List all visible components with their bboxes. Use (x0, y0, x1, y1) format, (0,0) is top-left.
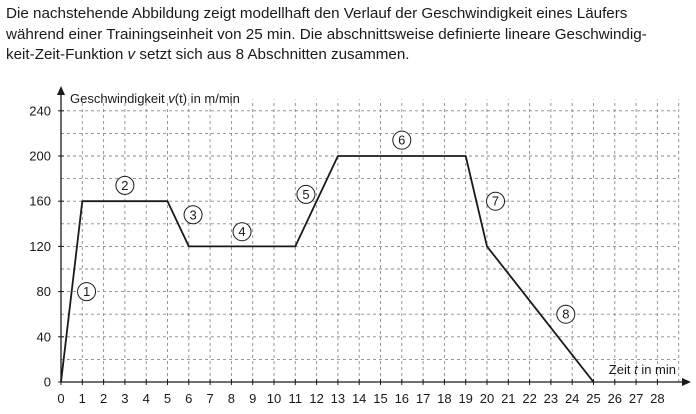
segment-label-4: 4 (232, 222, 252, 242)
y-tick-label: 40 (37, 329, 51, 344)
y-tick-label: 200 (29, 149, 51, 164)
x-tick-label: 15 (373, 391, 387, 406)
x-tick-label: 26 (608, 391, 622, 406)
intro-line-2: während einer Trainingseinheit von 25 mi… (6, 25, 647, 43)
segment-label-6: 6 (392, 130, 412, 150)
x-tick-label: 2 (100, 391, 107, 406)
x-tick-label: 0 (57, 391, 64, 406)
y-axis-label: Geschwindigkeit v(t) in m/min (70, 91, 240, 106)
x-axis-label: Zeit t in min (609, 362, 676, 377)
segment-label-circle (115, 175, 135, 195)
tick-labels: 0 1 2 3 4 5 6 7 8 9 10 11 12 13 14 15 16 17 18 19 20 21 22 23 24… (29, 103, 664, 406)
segment-label-number: 5 (302, 187, 309, 202)
grid (61, 99, 680, 382)
segment-label-1: 1 (77, 282, 97, 302)
x-tick-label: 13 (331, 391, 345, 406)
y-tick-label: 0 (44, 375, 51, 390)
x-tick-label: 16 (395, 391, 409, 406)
x-tick-label: 7 (206, 391, 213, 406)
intro-line-1: Die nachstehende Abbildung zeigt modellh… (6, 5, 628, 22)
x-tick-label: 14 (352, 391, 366, 406)
x-tick-label: 9 (249, 391, 256, 406)
x-tick-label: 28 (650, 391, 664, 406)
intro-line-3-variable: v (127, 46, 136, 63)
x-tick-label: 23 (544, 391, 558, 406)
segment-label-number: 1 (83, 284, 90, 299)
segment-label-circle (556, 304, 576, 324)
x-tick-label: 1 (79, 391, 86, 406)
segment-label-number: 8 (562, 307, 569, 322)
intro-text: Die nachstehende Abbildung zeigt modellh… (6, 4, 692, 66)
x-tick-label: 4 (143, 391, 150, 406)
y-tick-label: 80 (37, 284, 51, 299)
intro-line-3-prefix: keit-Zeit-Funktion (6, 46, 128, 63)
velocity-line (60, 155, 595, 383)
segment-label-number: 6 (398, 133, 405, 148)
segment-label-circle (77, 282, 97, 302)
segment-label-circle (183, 205, 203, 225)
x-tick-label: 17 (416, 391, 430, 406)
segment-label-circle (232, 222, 252, 242)
segment-label-number: 2 (121, 178, 128, 193)
axes (57, 86, 691, 386)
x-tick-label: 21 (501, 391, 515, 406)
x-tick-label: 27 (629, 391, 643, 406)
segment-label-7: 7 (486, 191, 506, 211)
series (60, 155, 595, 383)
x-tick-label: 20 (480, 391, 494, 406)
segment-label-number: 4 (238, 224, 245, 239)
x-tick-label: 24 (565, 391, 579, 406)
y-tick-label: 240 (29, 103, 51, 118)
segment-label-8: 8 (556, 304, 576, 324)
x-tick-label: 5 (164, 391, 171, 406)
x-tick-label: 25 (586, 391, 600, 406)
segment-label-circle (296, 184, 316, 204)
x-tick-label: 22 (522, 391, 536, 406)
segment-label-2: 2 (115, 175, 135, 195)
segment-label-number: 7 (492, 194, 499, 209)
segment-label-circle (392, 130, 412, 150)
segment-label-5: 5 (296, 184, 316, 204)
segment-label-circle (486, 191, 506, 211)
x-tick-label: 12 (309, 391, 323, 406)
intro-line-3-suffix: setzt sich aus 8 Abschnitten zusammen. (135, 46, 410, 63)
x-tick-label: 18 (437, 391, 451, 406)
x-tick-label: 19 (458, 391, 472, 406)
segment-label-3: 3 (183, 205, 203, 225)
x-tick-label: 11 (289, 391, 303, 406)
y-tick-label: 120 (29, 239, 51, 254)
x-tick-label: 10 (267, 391, 281, 406)
x-tick-label: 6 (185, 391, 192, 406)
segment-label-number: 3 (189, 207, 196, 222)
x-tick-label: 3 (121, 391, 128, 406)
y-tick-label: 160 (29, 194, 51, 209)
segment-labels: 1 2 3 4 5 6 7 8 (77, 130, 576, 324)
x-tick-label: 8 (228, 391, 235, 406)
